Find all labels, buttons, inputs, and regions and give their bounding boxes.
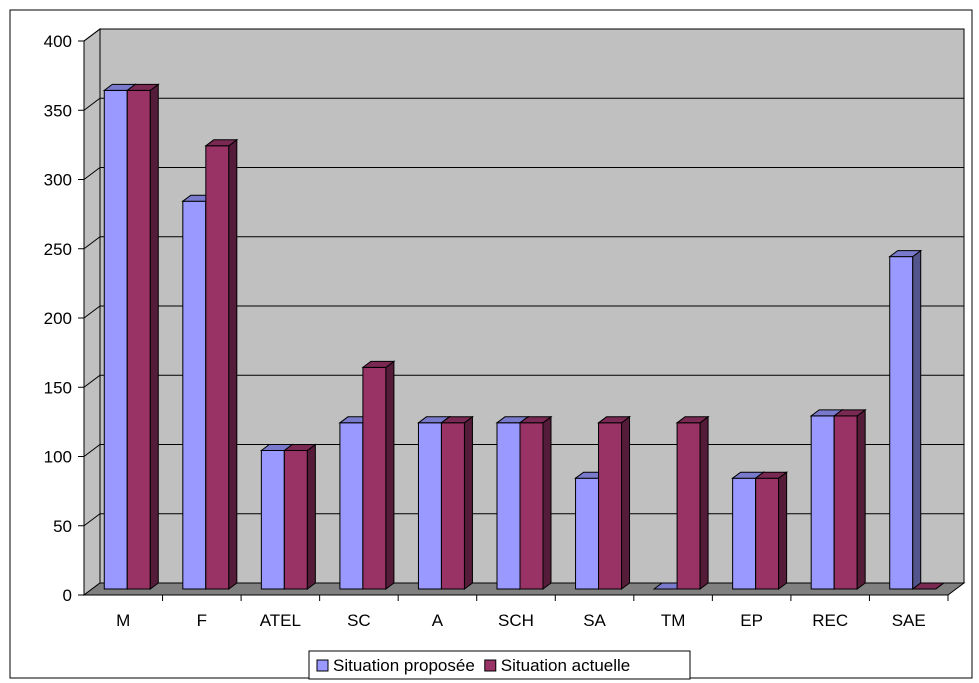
gridline [83, 97, 964, 111]
y-tick-label: 400 [44, 32, 72, 51]
gridline [83, 374, 964, 388]
bar-sc-series-2 [361, 360, 396, 590]
x-tick-label: SA [583, 611, 606, 630]
bar-sch-series-2 [518, 415, 553, 590]
gridline [83, 305, 964, 319]
legend-label: Situation proposée [333, 656, 475, 675]
bar-tm-series-2 [675, 415, 710, 590]
x-tick-label: F [197, 611, 207, 630]
x-tick-label: EP [740, 611, 763, 630]
y-tick-label: 350 [44, 101, 72, 120]
gridline [83, 167, 964, 180]
x-tick-label: A [432, 611, 444, 630]
y-tick-label: 50 [53, 517, 72, 536]
gridlines [83, 28, 964, 527]
gridline [83, 513, 964, 527]
y-tick-label: 0 [63, 586, 72, 605]
bar-rec-series-2 [832, 408, 867, 590]
x-tick-label: REC [812, 611, 848, 630]
bars [102, 83, 946, 591]
bar-sae-series-2 [911, 582, 946, 590]
x-tick-label: M [116, 611, 130, 630]
x-tick-label: TM [661, 611, 686, 630]
gridline [83, 28, 964, 42]
y-tick-label: 200 [44, 309, 72, 328]
x-tick-label: SCH [498, 611, 534, 630]
bar-f-series-2 [204, 138, 239, 590]
x-tick-label: SAE [892, 611, 926, 630]
bar-atel-series-2 [282, 443, 317, 590]
y-axis: 0 50 100 150 200 250 300 350 400 [44, 32, 85, 605]
bar-m-series-2 [125, 83, 160, 590]
x-tick-label: SC [347, 611, 371, 630]
y-tick-label: 150 [44, 378, 72, 397]
gridline [83, 236, 964, 250]
bar-a-series-2 [439, 415, 474, 590]
y-tick-label: 100 [44, 448, 72, 467]
legend: Situation proposée Situation actuelle [308, 650, 691, 680]
bar-ep-series-2 [754, 471, 789, 590]
legend-box [308, 650, 691, 680]
legend-swatch [316, 659, 329, 672]
x-tick-label: ATEL [260, 611, 301, 630]
y-tick-label: 300 [44, 171, 72, 190]
legend-swatch [484, 659, 497, 672]
gridline [83, 444, 964, 457]
x-axis: M F ATEL SC A SCH SA TM EP REC SAE [84, 594, 949, 630]
bar-sae-series-1 [888, 249, 923, 590]
y-tick-label: 250 [44, 240, 72, 259]
bar-sa-series-2 [597, 415, 632, 590]
legend-label: Situation actuelle [501, 656, 630, 675]
